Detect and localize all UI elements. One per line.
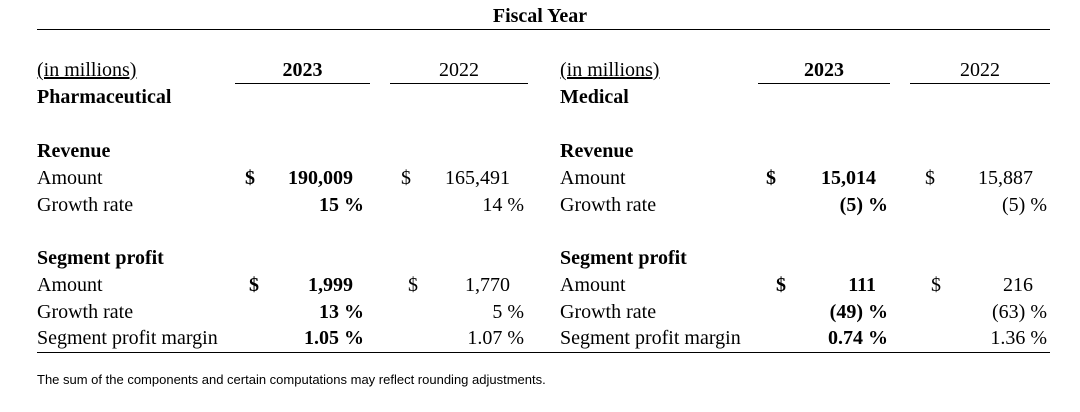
right-profit-growth-current: (49) % — [829, 301, 888, 323]
right-revenue-amount-label: Amount — [560, 167, 626, 189]
right-revenue-growth-label: Growth rate — [560, 194, 657, 216]
right-revenue-growth-prior: (5) % — [1002, 194, 1047, 216]
title-rule — [37, 29, 1050, 30]
left-profit-amount-label: Amount — [37, 274, 103, 296]
right-year-prior: 2022 — [960, 59, 1000, 81]
left-revenue-cur-dollar: $ — [245, 167, 255, 189]
left-profit-amount-prior: 1,770 — [465, 274, 510, 296]
left-year-current-rule — [235, 83, 370, 84]
right-profit-pri-dollar: $ — [931, 274, 941, 296]
right-revenue-cur-dollar: $ — [766, 167, 776, 189]
left-profit-margin-prior: 1.07 % — [467, 327, 524, 349]
left-profit-amount-current: 1,999 — [308, 274, 353, 296]
table-bottom-rule — [37, 352, 1050, 353]
left-profit-growth-label: Growth rate — [37, 301, 134, 323]
right-profit-heading: Segment profit — [560, 247, 687, 269]
right-profit-amount-current: 111 — [848, 274, 876, 296]
left-year-current: 2023 — [282, 59, 323, 81]
left-year-prior-rule — [390, 83, 528, 84]
footnote: The sum of the components and certain co… — [37, 372, 546, 387]
right-unit-label: (in millions) — [560, 59, 660, 81]
left-profit-margin-current: 1.05 % — [304, 327, 364, 349]
left-revenue-amount-prior: 165,491 — [445, 167, 510, 189]
right-year-current: 2023 — [804, 59, 844, 81]
right-profit-margin-current: 0.74 % — [828, 327, 888, 349]
left-segment-name: Pharmaceutical — [37, 86, 172, 108]
table-title: Fiscal Year — [492, 5, 588, 27]
right-segment-name: Medical — [560, 86, 629, 108]
left-profit-pri-dollar: $ — [408, 274, 418, 296]
right-profit-margin-label: Segment profit margin — [560, 327, 741, 349]
left-revenue-pri-dollar: $ — [401, 167, 411, 189]
left-year-prior: 2022 — [439, 59, 479, 81]
right-profit-growth-label: Growth rate — [560, 301, 657, 323]
left-revenue-amount-current: 190,009 — [288, 167, 353, 189]
right-year-prior-rule — [910, 83, 1050, 84]
right-profit-amount-prior: 216 — [1003, 274, 1033, 296]
right-revenue-amount-prior: 15,887 — [978, 167, 1033, 189]
left-revenue-growth-label: Growth rate — [37, 194, 134, 216]
left-revenue-heading: Revenue — [37, 140, 111, 162]
left-revenue-growth-prior: 14 % — [482, 194, 524, 216]
left-profit-growth-current: 13 % — [319, 301, 364, 323]
left-profit-growth-prior: 5 % — [492, 301, 524, 323]
left-profit-cur-dollar: $ — [249, 274, 259, 296]
right-revenue-amount-current: 15,014 — [821, 167, 876, 189]
left-profit-margin-label: Segment profit margin — [37, 327, 218, 349]
left-revenue-growth-current: 15 % — [319, 194, 364, 216]
left-profit-heading: Segment profit — [37, 247, 164, 269]
right-profit-cur-dollar: $ — [776, 274, 786, 296]
right-revenue-pri-dollar: $ — [925, 167, 935, 189]
left-unit-label: (in millions) — [37, 59, 137, 81]
right-profit-growth-prior: (63) % — [992, 301, 1047, 323]
left-revenue-amount-label: Amount — [37, 167, 103, 189]
right-revenue-growth-current: (5) % — [839, 194, 888, 216]
right-profit-margin-prior: 1.36 % — [990, 327, 1047, 349]
right-revenue-heading: Revenue — [560, 140, 634, 162]
right-year-current-rule — [758, 83, 890, 84]
right-profit-amount-label: Amount — [560, 274, 626, 296]
